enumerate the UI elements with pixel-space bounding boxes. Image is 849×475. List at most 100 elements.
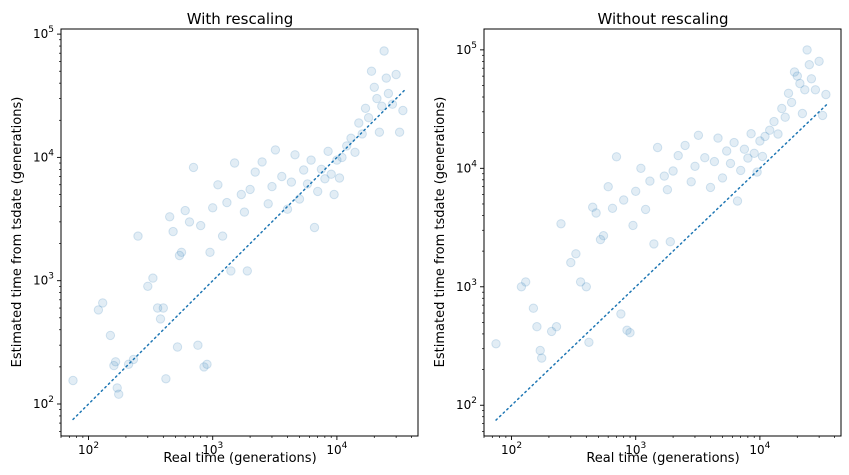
data-point <box>68 375 78 386</box>
data-point <box>537 353 547 363</box>
data-point <box>387 99 398 109</box>
data-point <box>309 222 320 233</box>
data-point <box>133 231 143 241</box>
x-axis-label: Real time (generations) <box>163 451 316 466</box>
data-point <box>381 73 391 83</box>
y-tick-label: 103 <box>33 272 54 288</box>
data-point <box>800 85 810 95</box>
y-axis-label: Estimated time from tsdate (generations) <box>10 97 25 368</box>
data-point <box>357 129 367 139</box>
data-point <box>313 186 323 197</box>
data-point <box>299 165 309 175</box>
x-axis-ticks: 102 103 104 <box>483 436 835 457</box>
data-point <box>383 88 394 99</box>
data-point <box>516 282 527 292</box>
data-point <box>176 247 187 258</box>
data-point <box>752 167 762 177</box>
data-point <box>152 303 163 313</box>
data-point <box>98 298 108 308</box>
data-point <box>174 250 185 261</box>
data-point <box>363 113 374 123</box>
data-point <box>332 155 342 165</box>
data-point <box>521 277 531 287</box>
data-point <box>598 231 609 241</box>
data-point <box>795 78 805 89</box>
data-point <box>114 389 124 399</box>
data-point <box>366 66 377 76</box>
x-tick-label: 102 <box>78 441 99 457</box>
data-point <box>736 165 746 176</box>
data-point <box>491 339 501 349</box>
y-tick-label: 102 <box>33 395 54 411</box>
data-point <box>739 144 750 154</box>
data-point <box>700 153 710 163</box>
data-point <box>566 257 576 268</box>
y-tick-label: 102 <box>456 396 477 412</box>
data-point <box>377 101 387 111</box>
data-point <box>270 145 281 155</box>
data-point <box>277 171 287 182</box>
data-point <box>229 158 240 168</box>
data-point <box>619 195 629 205</box>
data-point <box>611 152 622 162</box>
data-point <box>804 59 814 70</box>
data-point <box>112 383 122 393</box>
panel-with-rescaling: With rescaling 102 103 104 102 103 104 105 Re… <box>10 10 419 466</box>
data-point <box>372 93 382 104</box>
data-point <box>659 171 669 181</box>
data-point <box>379 46 389 56</box>
data-point <box>575 277 586 287</box>
data-point <box>236 189 247 200</box>
y-axis-ticks: 102 103 104 105 <box>456 41 484 432</box>
data-point <box>193 340 203 350</box>
data-point <box>208 203 218 213</box>
chart-title: With rescaling <box>187 10 294 28</box>
data-point <box>591 208 601 218</box>
data-point <box>749 148 759 159</box>
data-point <box>814 56 824 66</box>
data-point <box>188 162 199 173</box>
data-point <box>205 247 215 258</box>
data-point <box>821 89 831 100</box>
data-point <box>202 359 212 369</box>
data-point <box>746 129 756 139</box>
data-point <box>607 203 618 214</box>
data-point <box>184 217 195 227</box>
data-point <box>546 326 557 337</box>
data-point <box>625 328 635 338</box>
data-point <box>636 163 646 174</box>
data-point <box>250 167 260 177</box>
y-tick-label: 105 <box>33 25 54 41</box>
data-point <box>374 127 385 137</box>
data-point <box>329 189 339 200</box>
data-point <box>222 197 232 208</box>
data-point <box>398 105 408 116</box>
data-point <box>780 112 790 122</box>
data-point <box>743 153 753 163</box>
data-point <box>551 322 562 332</box>
data-point <box>755 136 765 146</box>
data-point <box>155 314 166 324</box>
data-point <box>817 110 828 121</box>
data-point <box>213 180 223 190</box>
data-point <box>760 131 770 142</box>
data-point <box>686 177 696 187</box>
data-point <box>693 130 704 141</box>
data-point <box>282 204 293 214</box>
data-point <box>729 137 739 148</box>
data-point <box>326 169 336 179</box>
data-point <box>556 219 566 229</box>
x-tick-label: 102 <box>501 441 522 457</box>
data-point <box>263 199 273 209</box>
data-point <box>797 108 808 119</box>
data-point <box>242 266 253 276</box>
data-point <box>595 234 606 245</box>
x-tick-label: 104 <box>749 441 770 457</box>
data-point <box>334 173 345 183</box>
data-point <box>645 176 655 186</box>
data-point <box>584 337 594 347</box>
data-point <box>783 88 794 99</box>
data-point <box>662 185 673 195</box>
data-point <box>294 194 305 204</box>
data-point <box>290 150 300 160</box>
